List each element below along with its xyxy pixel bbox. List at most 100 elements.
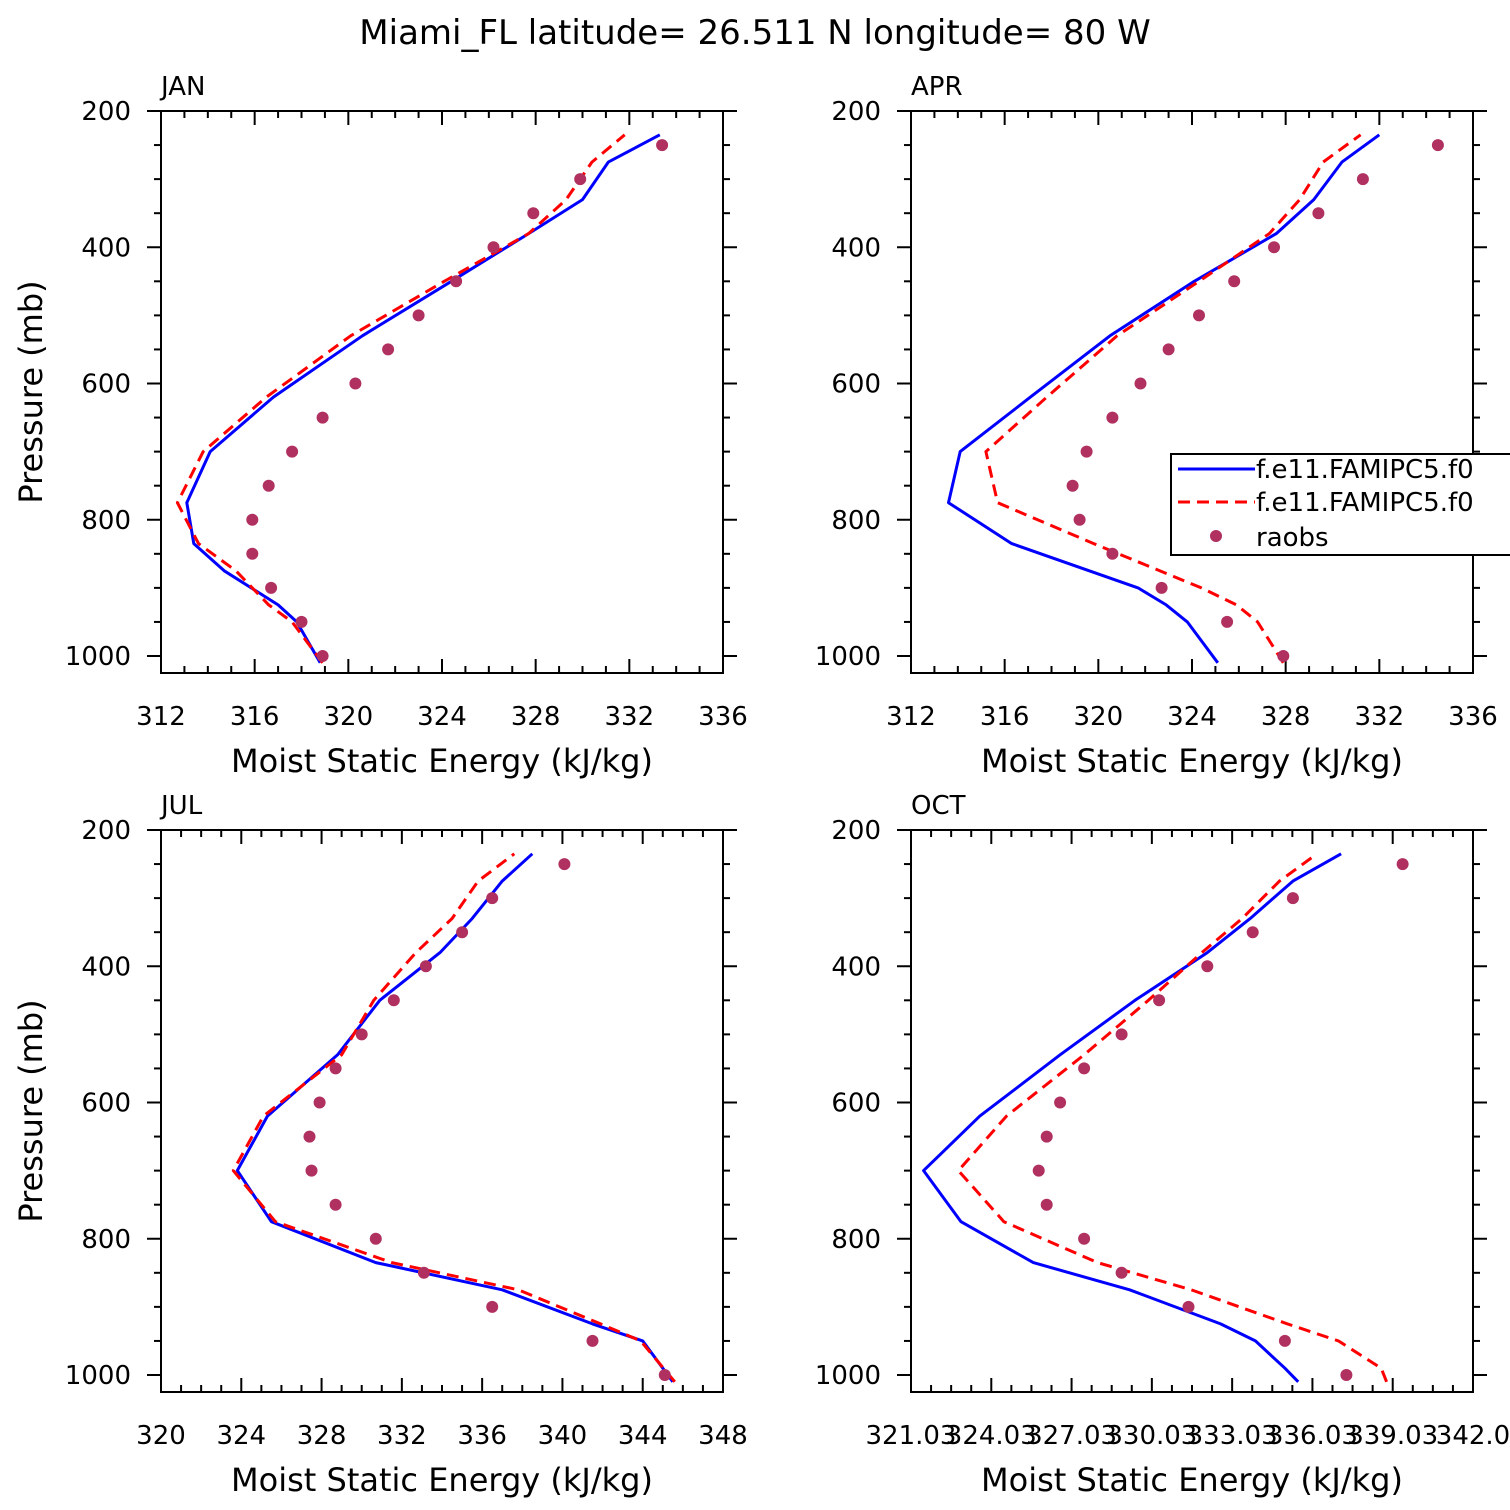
raob-point xyxy=(305,1164,318,1177)
series2-line xyxy=(231,852,676,1383)
raob-point xyxy=(1268,241,1280,254)
raob-point xyxy=(586,1334,599,1347)
raob-point xyxy=(262,479,275,492)
raob-point xyxy=(1193,309,1205,322)
raob-point xyxy=(1106,547,1119,560)
y-tick-label: 200 xyxy=(81,816,131,846)
raob-point xyxy=(419,960,432,973)
raob-point xyxy=(286,445,299,458)
plot-frame xyxy=(910,110,1474,674)
raob-point xyxy=(1080,445,1093,458)
x-tick-label: 344 xyxy=(618,1421,668,1451)
plot-frame xyxy=(160,829,724,1393)
raob-point xyxy=(1054,1096,1067,1109)
raob-point xyxy=(487,241,500,254)
y-tick-label: 200 xyxy=(831,816,881,846)
x-tick-label: 316 xyxy=(980,702,1030,732)
raob-point xyxy=(1115,1028,1128,1041)
x-tick-label: 333.03 xyxy=(1187,1421,1278,1451)
raob-point xyxy=(1106,411,1119,424)
raob-point xyxy=(295,615,308,628)
raob-point xyxy=(1201,960,1214,973)
x-axis-label: Moist Static Energy (kJ/kg) xyxy=(231,742,653,780)
raob-point xyxy=(382,343,395,356)
y-axis-label: Pressure (mb) xyxy=(12,999,50,1222)
legend-label-series2: f.e11.FAMIPC5.f0 xyxy=(1256,488,1474,518)
series1-line xyxy=(947,133,1381,664)
y-tick-label: 1000 xyxy=(65,1361,131,1391)
raob-point xyxy=(1078,1062,1091,1075)
raob-point xyxy=(1155,581,1168,594)
x-tick-label: 336 xyxy=(698,702,748,732)
y-axis-label: Pressure (mb) xyxy=(12,280,50,503)
x-tick-label: 339.03 xyxy=(1347,1421,1438,1451)
y-tick-label: 400 xyxy=(831,233,881,263)
raob-point xyxy=(450,275,463,288)
x-tick-label: 332 xyxy=(605,702,655,732)
raob-point xyxy=(1134,377,1147,390)
y-tick-label: 600 xyxy=(831,1089,881,1119)
raob-point xyxy=(1431,139,1444,152)
x-axis-label: Moist Static Energy (kJ/kg) xyxy=(981,1461,1403,1499)
y-tick-label: 800 xyxy=(81,506,131,536)
raob-point xyxy=(387,994,400,1007)
x-tick-label: 324 xyxy=(417,702,467,732)
x-tick-label: 312 xyxy=(886,702,936,732)
legend-box xyxy=(1170,453,1510,556)
x-tick-label: 336 xyxy=(457,1421,507,1451)
raob-point xyxy=(527,207,540,220)
raob-point xyxy=(246,547,259,560)
series1-line xyxy=(185,133,661,664)
panel-oct: 321.03324.03327.03330.03333.03336.03339.… xyxy=(815,791,1510,1499)
raob-point xyxy=(1286,892,1299,905)
x-tick-label: 312 xyxy=(136,702,186,732)
y-tick-label: 1000 xyxy=(65,642,131,672)
raob-point xyxy=(1228,275,1241,288)
panel-jan: 312 316 320 324 328 332 336 200 400 600 800 1000 JAN… xyxy=(12,72,748,780)
raob-point xyxy=(349,377,362,390)
raob-point xyxy=(1078,1232,1091,1245)
raob-point xyxy=(456,926,469,939)
raob-point xyxy=(1162,343,1175,356)
raob-point xyxy=(246,513,259,526)
x-tick-label: 320 xyxy=(1074,702,1124,732)
y-tick-label: 600 xyxy=(81,1089,131,1119)
series1-line xyxy=(922,852,1342,1383)
raob-point xyxy=(1277,650,1290,662)
raob-point xyxy=(1032,1164,1045,1177)
figure-title: Miami_FL latitude= 26.511 N longitude= 8… xyxy=(359,13,1150,53)
raob-point xyxy=(1396,858,1409,871)
x-axis-label: Moist Static Energy (kJ/kg) xyxy=(231,1461,653,1499)
raob-point xyxy=(1278,1334,1291,1347)
x-tick-label: 327.03 xyxy=(1026,1421,1117,1451)
x-axis-label: Moist Static Energy (kJ/kg) xyxy=(981,742,1403,780)
panel-jul: 320 324 328 332 336 340 344 348 200 400 600 800 1000… xyxy=(12,791,748,1499)
x-tick-label: 328 xyxy=(297,1421,347,1451)
x-tick-label: 336 xyxy=(1448,702,1498,732)
raob-point xyxy=(329,1198,342,1211)
legend-label-series1: f.e11.FAMIPC5.f0 xyxy=(1256,455,1474,485)
y-tick-label: 400 xyxy=(81,952,131,982)
raob-point xyxy=(658,1369,671,1381)
x-tick-label: 342.0 xyxy=(1436,1421,1510,1451)
x-tick-label: 332 xyxy=(377,1421,427,1451)
panel-label: APR xyxy=(911,72,963,102)
y-tick-label: 1000 xyxy=(815,642,881,672)
x-tick-label: 330.03 xyxy=(1106,1421,1197,1451)
x-tick-label: 320 xyxy=(136,1421,186,1451)
x-tick-label: 336.03 xyxy=(1267,1421,1358,1451)
raob-point xyxy=(1221,615,1234,628)
y-tick-label: 400 xyxy=(831,952,881,982)
raob-point xyxy=(486,1300,499,1313)
legend-swatch-raobs xyxy=(1210,530,1222,542)
raob-point xyxy=(1153,994,1166,1007)
series2-line xyxy=(956,852,1388,1383)
x-tick-label: 320 xyxy=(324,702,374,732)
x-tick-label: 324 xyxy=(1167,702,1217,732)
y-tick-label: 400 xyxy=(81,233,131,263)
raob-point xyxy=(574,173,587,186)
series1-line xyxy=(235,852,675,1383)
x-tick-label: 348 xyxy=(698,1421,748,1451)
x-tick-label: 324.03 xyxy=(946,1421,1037,1451)
